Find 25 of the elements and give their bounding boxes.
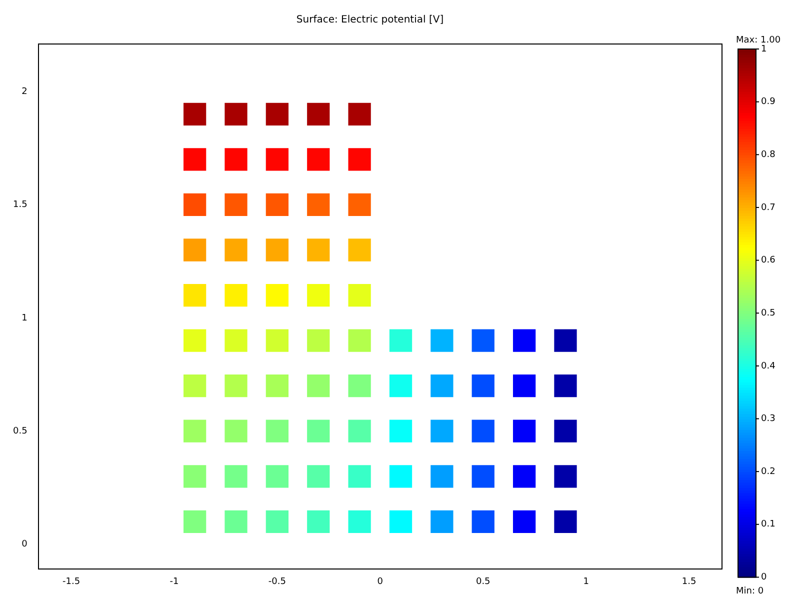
color-bar-label: 0.8 — [761, 150, 776, 160]
color-bar-label: 1 — [761, 44, 767, 54]
color-bar-label: 0.2 — [761, 466, 776, 477]
y-tick-label: 0.5 — [12, 426, 28, 436]
x-tick-label: -1.5 — [62, 576, 80, 587]
x-tick-label: 0 — [377, 576, 384, 587]
x-tick-label: 1 — [583, 576, 589, 587]
x-tick-label: -1 — [170, 576, 179, 587]
text: Max: 1.00 — [736, 35, 781, 46]
chart-title: Surface: Electric potential [V] — [296, 14, 444, 26]
color-bar-label: 0.1 — [761, 520, 776, 530]
color-bar-label: 0.6 — [761, 256, 776, 266]
color-bar-label: 0.5 — [761, 308, 776, 318]
text: Min: 0 — [736, 586, 764, 597]
y-tick-label: 1.5 — [12, 200, 28, 210]
y-tick-label: 1 — [22, 313, 28, 324]
y-tick-label: 2 — [22, 86, 28, 97]
x-tick-label: 0.5 — [476, 576, 490, 587]
color-bar-label: 0.9 — [761, 97, 776, 108]
color-bar-label: 0.7 — [761, 202, 776, 213]
y-tick-label: 0 — [22, 540, 28, 550]
color-bar-label: 0.3 — [761, 414, 776, 424]
x-tick-label: -0.5 — [268, 576, 286, 587]
x-tick-label: 1.5 — [682, 576, 696, 587]
color-bar-label: 0.4 — [761, 361, 776, 372]
